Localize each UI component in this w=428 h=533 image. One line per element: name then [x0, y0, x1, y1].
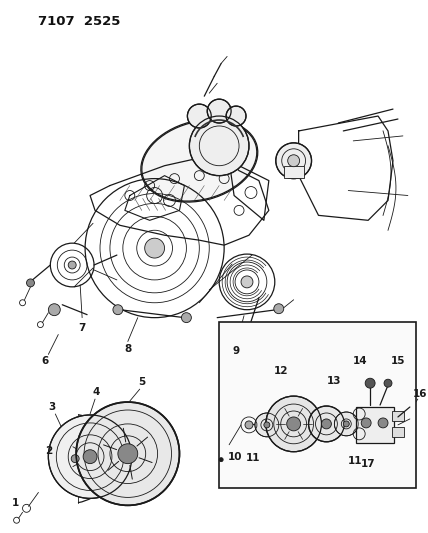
Text: 4: 4: [92, 387, 100, 397]
Circle shape: [288, 155, 300, 167]
Text: 8: 8: [124, 344, 131, 354]
Circle shape: [274, 304, 284, 314]
Circle shape: [48, 304, 60, 316]
Circle shape: [287, 417, 300, 431]
Circle shape: [145, 238, 164, 258]
Circle shape: [255, 413, 279, 437]
Circle shape: [361, 418, 371, 428]
Circle shape: [71, 455, 79, 463]
Bar: [284, 166, 303, 177]
Circle shape: [276, 143, 312, 179]
Circle shape: [343, 421, 349, 427]
Text: 14: 14: [353, 357, 368, 366]
Text: 7: 7: [78, 322, 86, 333]
Ellipse shape: [141, 119, 258, 202]
Circle shape: [245, 421, 253, 429]
Circle shape: [68, 261, 76, 269]
Circle shape: [384, 379, 392, 387]
Text: 9: 9: [232, 346, 240, 357]
Bar: [392, 427, 404, 437]
Text: 5: 5: [138, 377, 146, 387]
Circle shape: [226, 106, 246, 126]
Text: 6: 6: [42, 357, 49, 366]
Circle shape: [219, 458, 223, 462]
Circle shape: [365, 378, 375, 388]
Text: 13: 13: [327, 376, 342, 386]
Circle shape: [83, 450, 97, 464]
Circle shape: [187, 104, 211, 128]
Text: 7107  2525: 7107 2525: [39, 15, 121, 28]
Circle shape: [118, 444, 138, 464]
Text: 15: 15: [391, 357, 405, 366]
Text: 2: 2: [45, 446, 52, 456]
Bar: [219, 321, 416, 488]
Text: 11: 11: [348, 456, 363, 466]
Circle shape: [241, 276, 253, 288]
Text: 3: 3: [49, 402, 56, 412]
Circle shape: [378, 418, 388, 428]
Bar: [356, 407, 394, 443]
Circle shape: [48, 415, 132, 498]
Text: 16: 16: [413, 389, 427, 399]
Text: 1: 1: [12, 498, 19, 508]
Text: 10: 10: [228, 451, 242, 462]
Circle shape: [113, 305, 123, 314]
Circle shape: [27, 279, 35, 287]
Circle shape: [334, 412, 358, 436]
Circle shape: [189, 116, 249, 176]
Circle shape: [266, 396, 321, 451]
Text: 17: 17: [361, 458, 375, 469]
Circle shape: [321, 419, 331, 429]
Circle shape: [264, 422, 270, 428]
Text: 12: 12: [273, 366, 288, 376]
Bar: [392, 411, 404, 421]
Circle shape: [76, 402, 179, 505]
Circle shape: [181, 313, 191, 322]
Text: 11: 11: [246, 453, 260, 463]
Circle shape: [309, 406, 344, 442]
Circle shape: [207, 99, 231, 123]
